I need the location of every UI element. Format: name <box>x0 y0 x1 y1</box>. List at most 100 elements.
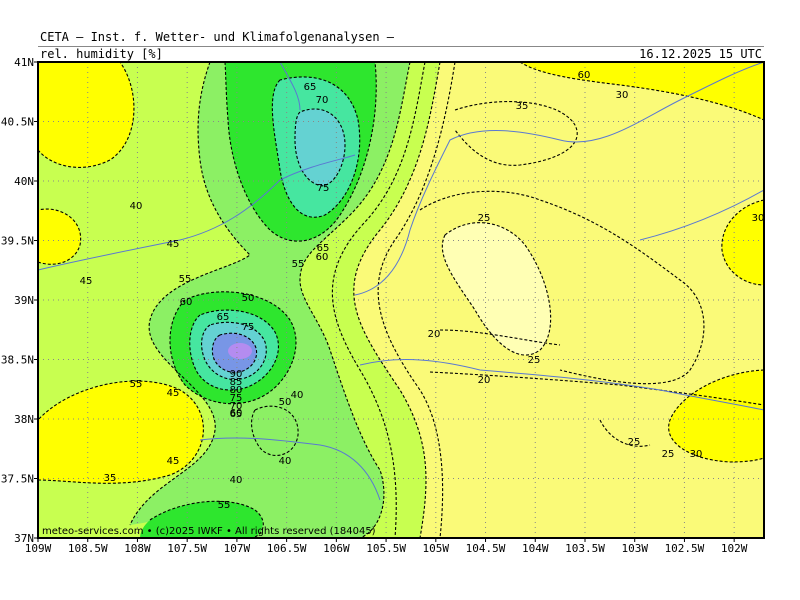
contour-value-label: 20 <box>478 375 491 386</box>
lat-label: 38N <box>14 413 34 426</box>
contour-line <box>38 62 135 168</box>
contour-value-label: 70 <box>316 95 329 106</box>
contour-line <box>377 62 456 538</box>
contour-value-label: 75 <box>317 183 330 194</box>
contour-value-label: 45 <box>167 239 180 250</box>
contour-value-label: 50 <box>242 293 255 304</box>
river <box>354 62 764 296</box>
contour-line <box>189 309 279 391</box>
contour-line <box>224 62 377 242</box>
contour-value-label: 25 <box>662 449 675 460</box>
rh-35-southwest <box>38 381 204 484</box>
contour-value-label: 40 <box>130 201 143 212</box>
contour-line <box>294 108 346 187</box>
lat-label: 39.5N <box>1 235 34 248</box>
lon-label: 106.5W <box>267 542 307 555</box>
contour-line <box>439 329 561 346</box>
contour-line <box>599 419 651 447</box>
lon-label: 104.5W <box>466 542 506 555</box>
contour-line <box>441 222 552 356</box>
contour-line <box>429 371 764 406</box>
lon-label: 107W <box>224 542 251 555</box>
river <box>38 154 356 271</box>
lon-label: 108W <box>124 542 151 555</box>
copyright-credit: meteo-services.com • (c)2025 IWKF • All … <box>42 526 376 537</box>
contour-line <box>271 76 361 218</box>
rh-90-core <box>228 343 252 359</box>
lon-label: 105W <box>423 542 450 555</box>
contour-line <box>454 101 578 166</box>
contour-line <box>38 208 82 265</box>
contour-line <box>331 62 426 538</box>
lat-label: 37N <box>14 532 34 545</box>
contour-value-label: 40 <box>230 475 243 486</box>
lon-label: 102.5W <box>665 542 705 555</box>
rh-35-southeast <box>668 370 764 462</box>
contour-line <box>668 369 764 463</box>
contour-value-label: 30 <box>690 449 703 460</box>
contour-value-label: 65 <box>304 82 317 93</box>
contour-value-label: 55 <box>179 274 192 285</box>
contour-value-label: 45 <box>167 456 180 467</box>
river <box>639 189 764 241</box>
rh-20-zone <box>442 222 551 356</box>
contour-value-label: 75 <box>242 322 255 333</box>
contour-line <box>251 405 299 456</box>
lon-label: 106W <box>323 542 350 555</box>
contour-value-label: 20 <box>428 329 441 340</box>
lon-label: 103.5W <box>565 542 605 555</box>
contour-value-label: 60 <box>578 70 591 81</box>
contour-value-label: 25 <box>628 437 641 448</box>
river <box>199 437 381 501</box>
lon-label: 103W <box>621 542 648 555</box>
contour-value-label: 40 <box>279 456 292 467</box>
contour-value-label: 45 <box>80 276 93 287</box>
contour-value-label: 30 <box>616 90 629 101</box>
lon-label: 108.5W <box>68 542 108 555</box>
contour-line <box>299 62 411 538</box>
rh-35-east <box>721 200 764 285</box>
lon-label: 107.5W <box>167 542 207 555</box>
river <box>279 62 301 111</box>
contour-value-label: 35 <box>516 101 529 112</box>
contour-value-label: 65 <box>230 409 243 420</box>
contour-value-label: 60 <box>230 408 243 419</box>
contour-value-label: 35 <box>104 473 117 484</box>
contour-value-label: 85 <box>230 377 243 388</box>
rh-60-south <box>140 501 263 538</box>
lat-label: 40.5N <box>1 116 34 129</box>
contour-value-label: 90 <box>230 369 243 380</box>
contour-value-label: 45 <box>167 388 180 399</box>
lat-label: 38.5N <box>1 354 34 367</box>
lat-label: 40N <box>14 175 34 188</box>
contour-value-label: 50 <box>279 397 292 408</box>
lon-label: 102W <box>721 542 748 555</box>
lat-label: 39N <box>14 294 34 307</box>
lon-label: 109W <box>25 542 52 555</box>
contour-line <box>169 291 297 405</box>
humidity-field <box>38 62 764 538</box>
contour-line <box>419 190 705 385</box>
longitude-labels: 109W 108.5W 108W 107.5W 107W 106.5W 106W 105.5W… <box>25 538 748 555</box>
contour-value-label: 75 <box>230 393 243 404</box>
graticule <box>38 62 764 538</box>
map-title: CETA — Inst. f. Wetter- und Klimafolgena… <box>40 30 395 44</box>
contour-line <box>721 199 764 286</box>
contour-value-label: 55 <box>218 500 231 511</box>
parameter-label: rel. humidity [%] <box>40 47 163 61</box>
contour-value-label: 65 <box>317 243 330 254</box>
lon-label: 104W <box>522 542 549 555</box>
rh-75-north <box>295 108 345 186</box>
contour-line <box>38 380 204 484</box>
contour-value-label: 25 <box>528 355 541 366</box>
latitude-labels: 41N 40.5N 40N 39.5N 39N 38.5N 38N 37.5N 37N <box>1 56 38 545</box>
rivers <box>38 62 764 501</box>
contour-value-label: 40 <box>291 390 304 401</box>
contour-value-label: 70 <box>230 401 243 412</box>
contour-line <box>201 321 267 380</box>
lon-label: 105.5W <box>366 542 406 555</box>
lat-label: 37.5N <box>1 473 34 486</box>
rh-35-west-mid <box>38 209 81 265</box>
